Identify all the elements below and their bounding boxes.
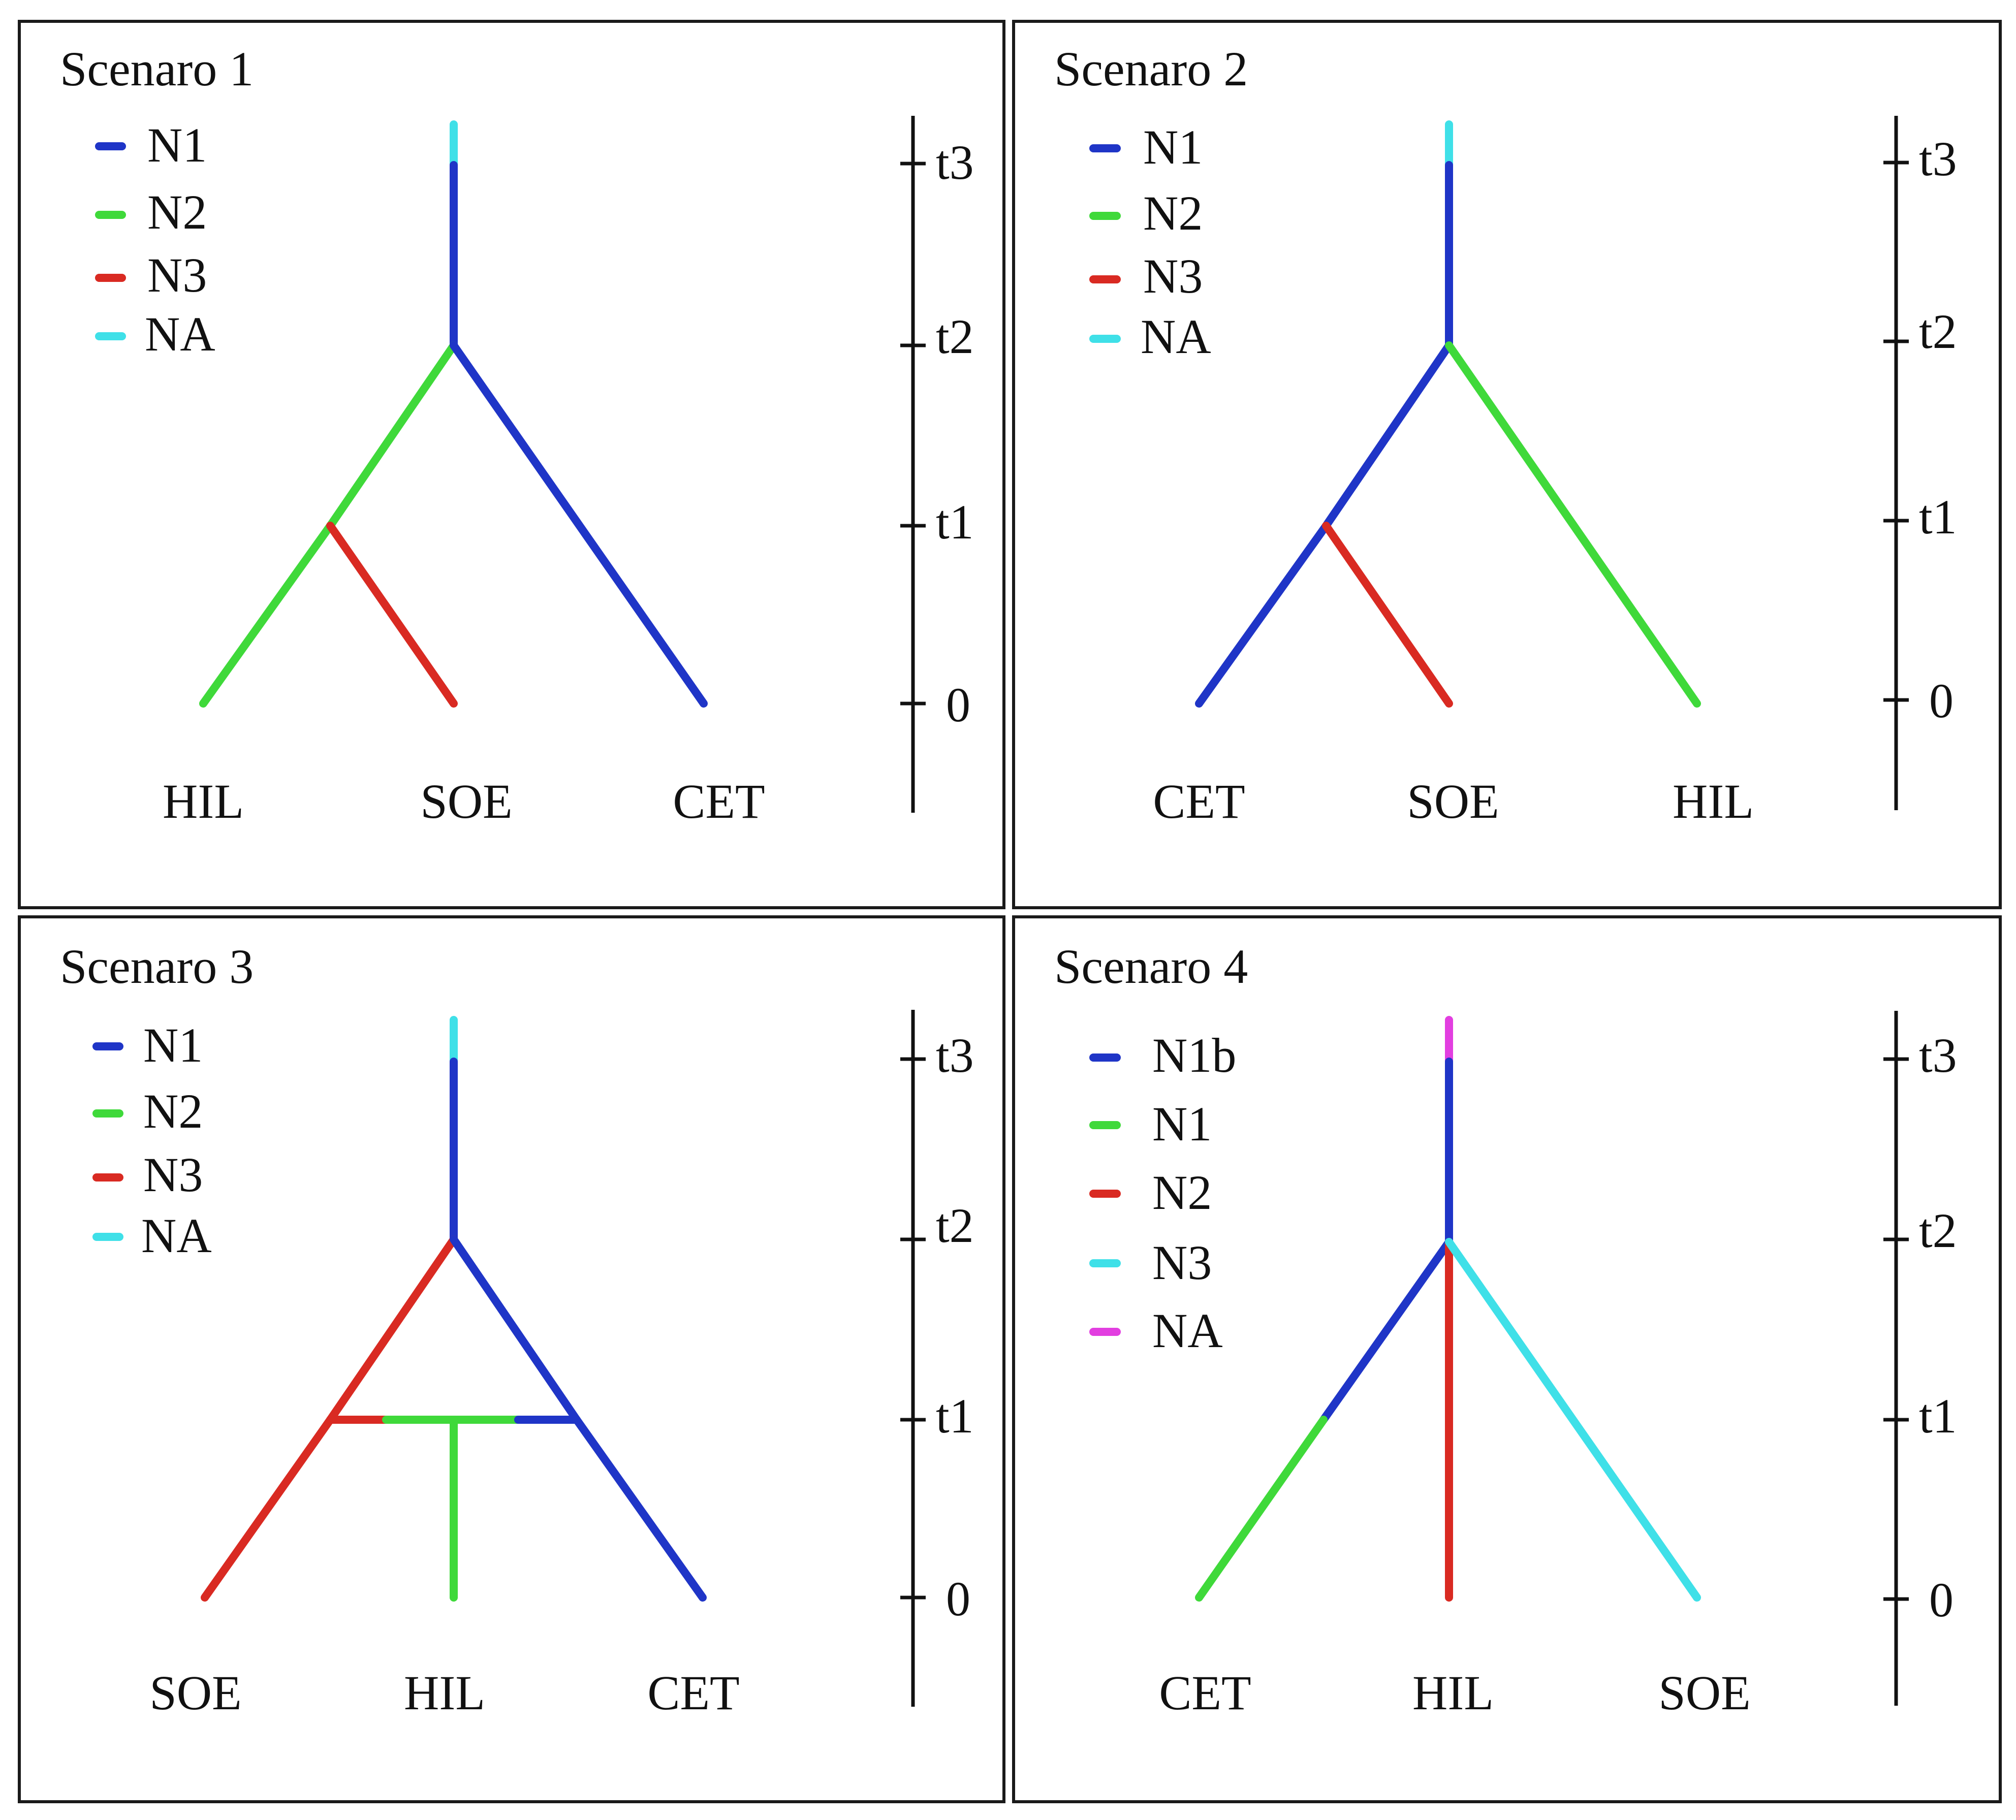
legend-label: N1 bbox=[147, 118, 207, 172]
leaf-label: CET bbox=[647, 1666, 739, 1720]
legend-label: N3 bbox=[143, 1147, 203, 1202]
time-axis: t3 t2 t1 0 bbox=[1883, 1011, 1957, 1706]
tick-label: t2 bbox=[936, 309, 974, 364]
time-axis: t3 t2 t1 0 bbox=[900, 116, 974, 813]
legend-label: N3 bbox=[1143, 249, 1203, 303]
branch-soe bbox=[1445, 1238, 1701, 1602]
legend: N1 N2 N3 NA bbox=[95, 118, 215, 361]
tree bbox=[1195, 1016, 1701, 1602]
legend-label: NA bbox=[141, 1208, 212, 1263]
panel-frame bbox=[1012, 20, 2002, 909]
tick-label: t2 bbox=[936, 1198, 974, 1253]
legend-label: NA bbox=[1141, 309, 1211, 364]
tick-label: 0 bbox=[946, 1572, 970, 1626]
branch-cet bbox=[450, 341, 708, 708]
tick-label: t3 bbox=[1919, 1028, 1957, 1082]
branch-soe bbox=[326, 522, 458, 708]
branch-hil bbox=[1445, 341, 1701, 708]
panel-frame bbox=[18, 20, 1005, 909]
panel-frame bbox=[18, 915, 1005, 1803]
panel-scenario-1: Scenaro 1 N1 N2 N3 NA HIL SOE CET bbox=[18, 20, 1005, 909]
leaf-label: CET bbox=[1159, 1666, 1251, 1720]
branch-cet bbox=[573, 1416, 707, 1602]
legend: N1b N1 N2 N3 NA bbox=[1089, 1028, 1236, 1358]
legend-label: N1b bbox=[1152, 1028, 1236, 1082]
tick-label: t1 bbox=[1919, 490, 1957, 544]
tick-label: t3 bbox=[1919, 132, 1957, 186]
panel-scenario-2: Scenaro 2 N1 N2 N3 NA CET SOE HIL bbox=[1012, 20, 2002, 909]
tick-label: 0 bbox=[1929, 674, 1954, 728]
tree bbox=[201, 1016, 707, 1602]
leaf-label: HIL bbox=[1412, 1666, 1494, 1720]
legend-label: NA bbox=[145, 307, 215, 361]
leaf-label: HIL bbox=[163, 774, 244, 828]
branch-internal bbox=[326, 341, 458, 530]
branch-internal bbox=[1322, 341, 1453, 530]
legend: N1 N2 N3 NA bbox=[1089, 120, 1211, 364]
time-axis: t3 t2 t1 0 bbox=[1883, 116, 1957, 810]
legend-label: N3 bbox=[147, 248, 207, 302]
legend-label: N2 bbox=[147, 185, 207, 239]
tree bbox=[1195, 120, 1701, 708]
tick-label: 0 bbox=[946, 678, 970, 732]
leaf-label: CET bbox=[673, 774, 765, 828]
panel-title: Scenaro 3 bbox=[60, 939, 254, 994]
leaf-label: SOE bbox=[420, 774, 512, 828]
branch-cet-upper bbox=[1319, 1238, 1453, 1424]
panel-title: Scenaro 4 bbox=[1054, 939, 1248, 994]
time-axis: t3 t2 t1 0 bbox=[900, 1010, 974, 1707]
legend-label: NA bbox=[1152, 1303, 1223, 1358]
leaf-label: SOE bbox=[149, 1666, 241, 1720]
tick-label: t3 bbox=[936, 135, 974, 189]
leaf-labels: SOE HIL CET bbox=[149, 1666, 739, 1720]
legend-label: N2 bbox=[1152, 1165, 1212, 1220]
tick-label: t2 bbox=[1919, 304, 1957, 359]
leaf-label: HIL bbox=[1673, 774, 1754, 828]
branch-soe bbox=[1322, 522, 1453, 708]
leaf-labels: HIL SOE CET bbox=[163, 774, 765, 828]
panel-frame bbox=[1012, 915, 2002, 1803]
branch-cet bbox=[1195, 1416, 1328, 1602]
leaf-labels: CET HIL SOE bbox=[1159, 1666, 1750, 1720]
legend-label: N1 bbox=[1152, 1097, 1212, 1151]
tree bbox=[199, 120, 708, 708]
leaf-labels: CET SOE HIL bbox=[1153, 774, 1754, 828]
legend-label: N2 bbox=[1143, 186, 1203, 240]
tick-label: t1 bbox=[936, 1389, 974, 1443]
leaf-label: HIL bbox=[404, 1666, 485, 1720]
leaf-label: SOE bbox=[1658, 1666, 1750, 1720]
tick-label: 0 bbox=[1929, 1573, 1954, 1627]
leaf-label: SOE bbox=[1407, 774, 1499, 828]
tick-label: t2 bbox=[1919, 1203, 1957, 1258]
legend-label: N2 bbox=[143, 1084, 203, 1138]
branch-left-internal bbox=[326, 1235, 458, 1424]
legend: N1 N2 N3 NA bbox=[92, 1018, 212, 1263]
leaf-label: CET bbox=[1153, 774, 1245, 828]
branch-hil bbox=[199, 522, 334, 708]
branch-soe bbox=[201, 1416, 334, 1602]
legend-label: N1 bbox=[1143, 120, 1203, 174]
panel-scenario-3: Scenaro 3 N1 N2 N3 NA SOE HIL CE bbox=[18, 915, 1005, 1803]
legend-label: N1 bbox=[143, 1018, 203, 1072]
tick-label: t1 bbox=[936, 495, 974, 549]
branch-right-internal bbox=[450, 1235, 581, 1424]
panel-scenario-4: Scenaro 4 N1b N1 N2 N3 NA CET HIL SOE bbox=[1012, 915, 2002, 1803]
legend-label: N3 bbox=[1152, 1235, 1212, 1290]
tick-label: t1 bbox=[1919, 1389, 1957, 1443]
panel-title: Scenaro 2 bbox=[1054, 42, 1248, 96]
tick-label: t3 bbox=[936, 1028, 974, 1082]
panel-title: Scenaro 1 bbox=[60, 42, 254, 96]
branch-cet bbox=[1195, 522, 1330, 708]
